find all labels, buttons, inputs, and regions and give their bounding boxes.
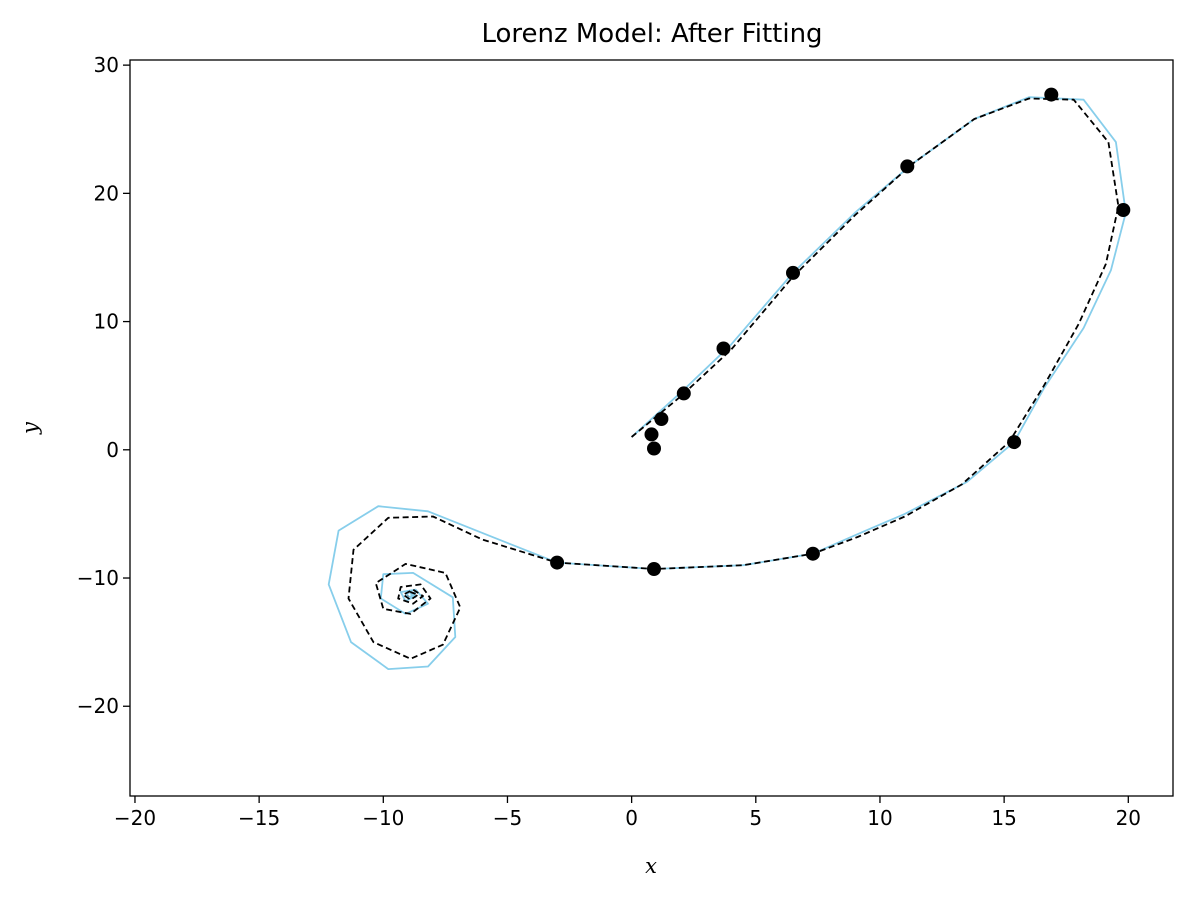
y-axis-label: y bbox=[18, 421, 42, 435]
x-tick-label: 20 bbox=[1116, 806, 1141, 830]
x-tick-label: 0 bbox=[625, 806, 638, 830]
y-tick-label: −10 bbox=[77, 566, 119, 590]
x-tick-label: −20 bbox=[114, 806, 156, 830]
observation-point bbox=[647, 441, 661, 456]
x-tick-label: −15 bbox=[238, 806, 280, 830]
x-axis-label: x bbox=[645, 854, 657, 878]
observation-point bbox=[1007, 435, 1022, 450]
observation-point bbox=[716, 341, 731, 356]
chart-title: Lorenz Model: After Fitting bbox=[481, 19, 822, 49]
y-tick-label: −20 bbox=[77, 694, 119, 718]
observation-point bbox=[805, 546, 820, 561]
y-tick-label: 0 bbox=[106, 438, 119, 462]
y-axis: −20 −10 0 10 20 30 bbox=[77, 53, 130, 718]
y-tick-label: 20 bbox=[94, 181, 119, 205]
y-tick-label: 10 bbox=[94, 310, 119, 334]
x-tick-label: 15 bbox=[991, 806, 1016, 830]
observation-point bbox=[644, 427, 659, 442]
plot-frame bbox=[129, 59, 1174, 797]
x-tick-label: −5 bbox=[493, 806, 522, 830]
series-line-dashed bbox=[347, 97, 1120, 660]
observation-point bbox=[1044, 87, 1059, 102]
observation-point bbox=[900, 159, 915, 174]
y-tick-label: 30 bbox=[94, 53, 119, 77]
observation-point bbox=[647, 562, 661, 576]
x-tick-label: 5 bbox=[749, 806, 762, 830]
x-tick-label: −10 bbox=[362, 806, 404, 830]
observation-point bbox=[1116, 203, 1131, 217]
observation-point bbox=[786, 265, 800, 280]
series-layer bbox=[327, 96, 1127, 670]
observation-points bbox=[550, 87, 1131, 576]
x-tick-label: 10 bbox=[867, 806, 892, 830]
observation-point bbox=[654, 412, 669, 426]
observation-point bbox=[550, 555, 565, 570]
x-axis: −20 −15 −10 −5 0 5 10 15 20 bbox=[114, 796, 1141, 830]
observation-point bbox=[676, 386, 691, 401]
